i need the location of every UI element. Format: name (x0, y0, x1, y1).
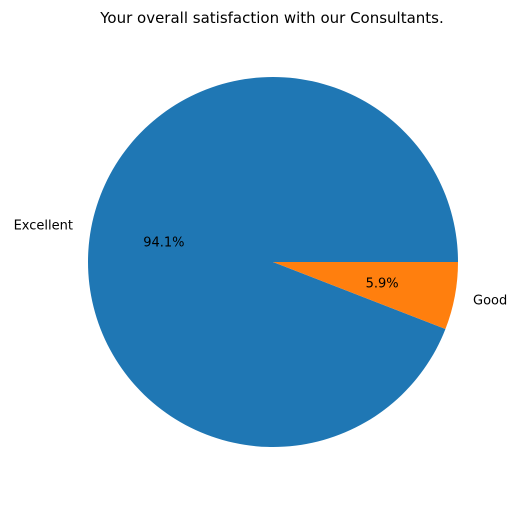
pie-slice-good (273, 262, 459, 330)
chart-title: Your overall satisfaction with our Consu… (99, 9, 444, 27)
slice-percent-excellent: 94.1% (143, 236, 184, 251)
pie-slice-excellent (88, 76, 458, 447)
pie-slices (88, 76, 459, 447)
pie-labels: Excellent 94.1% Good 5.9% (14, 218, 508, 308)
slice-label-excellent: Excellent (14, 218, 73, 233)
slice-label-good: Good (473, 294, 507, 309)
slice-percent-good: 5.9% (366, 276, 399, 291)
